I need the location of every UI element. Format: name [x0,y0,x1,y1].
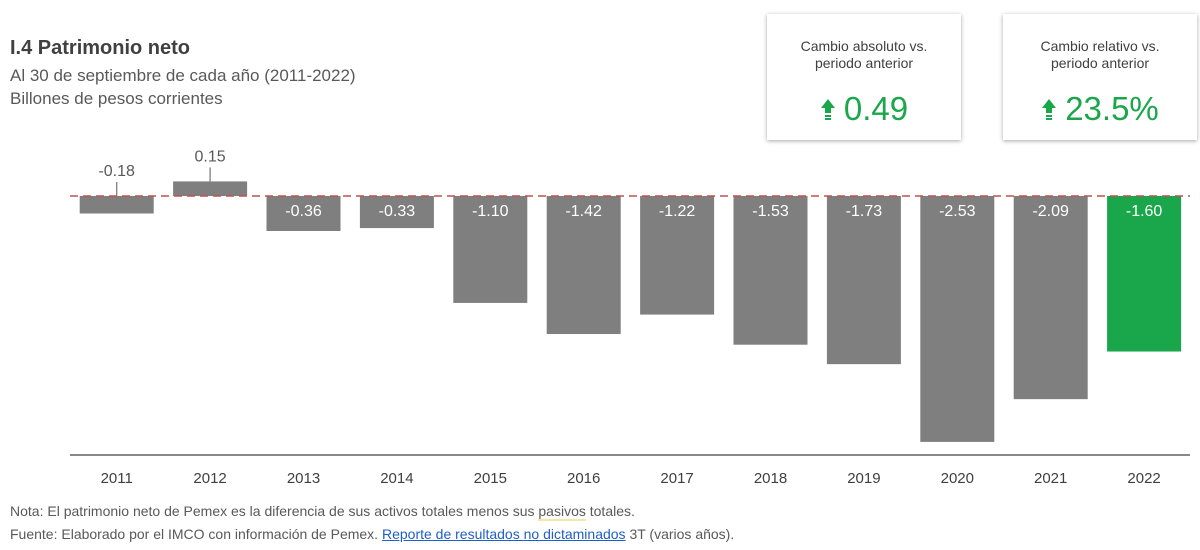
data-label: -2.09 [1032,203,1069,220]
source-text: Fuente: Elaborado por el IMCO con inform… [10,526,382,542]
data-label: -1.22 [659,203,696,220]
chart-subtitle-units: Billones de pesos corrientes [10,89,223,108]
bar-2017[interactable] [640,196,715,315]
data-label: 0.15 [195,148,226,165]
data-label: -1.60 [1126,203,1163,220]
data-label: -1.10 [472,203,509,220]
kpi-label: Cambio absoluto vs. periodo anterior [800,38,928,71]
kpi-card-absolute-change: Cambio absoluto vs. periodo anterior 0.4… [767,14,961,140]
kpi-label: Cambio relativo vs. periodo anterior [1040,38,1160,71]
data-label: -0.36 [285,203,322,220]
kpi-value: 0.49 [843,90,909,127]
bar-2022[interactable] [1107,196,1182,352]
data-label: -1.53 [752,203,789,220]
up-arrow-icon [1042,99,1057,120]
data-label: -1.42 [565,203,602,220]
x-tick-label: 2021 [1034,470,1067,487]
chart-title: I.4 Patrimonio neto [10,37,191,59]
bar-2020[interactable] [920,196,995,442]
source-report-link[interactable]: Reporte de resultados no dictaminados [381,526,626,542]
data-label: -0.33 [379,203,416,220]
footnote-nota: Nota: El patrimonio neto de Pemex es la … [10,503,635,521]
data-label: -2.53 [939,203,976,220]
x-tick-label: 2016 [567,470,600,487]
up-arrow-icon [820,99,835,120]
x-tick-label: 2015 [474,470,507,487]
bar-2013[interactable] [266,196,341,231]
kpi-card-relative-change: Cambio relativo vs. periodo anterior 23.… [1003,14,1197,140]
chart-subtitle-date: Al 30 de septiembre de cada año (2011-20… [10,66,356,85]
bar-2015[interactable] [453,196,528,303]
bar-2012[interactable] [173,181,248,196]
kpi-value: 23.5% [1065,90,1159,127]
data-label: -1.73 [846,203,883,220]
bar-2014[interactable] [359,196,434,229]
bar-chart: -0.18 2011 0.15 2012 -0.36 2013 -0.33 2014 -1.10… [70,148,1190,487]
x-tick-label: 2020 [941,470,974,487]
footnote-fuente: Fuente: Elaborado por el IMCO con inform… [10,526,734,542]
x-tick-label: 2011 [101,470,133,487]
x-tick-label: 2019 [847,470,880,487]
x-tick-label: 2017 [660,470,693,487]
x-tick-label: 2022 [1127,470,1160,487]
data-label: -0.18 [98,163,135,180]
footnote-text: Nota: El patrimonio neto de Pemex es la … [10,503,539,519]
bar-2021[interactable] [1013,196,1088,400]
x-tick-label: 2014 [380,470,413,487]
footnote-text: totales. [585,503,635,519]
x-tick-label: 2012 [193,470,226,487]
source-text: 3T (varios años). [625,526,735,542]
bar-2011[interactable] [79,196,154,214]
x-tick-label: 2013 [287,470,320,487]
x-tick-label: 2018 [754,470,787,487]
bar-2019[interactable] [826,196,901,365]
footnote-highlight: pasivos [538,503,586,521]
bar-2016[interactable] [546,196,621,335]
bar-2018[interactable] [733,196,808,345]
